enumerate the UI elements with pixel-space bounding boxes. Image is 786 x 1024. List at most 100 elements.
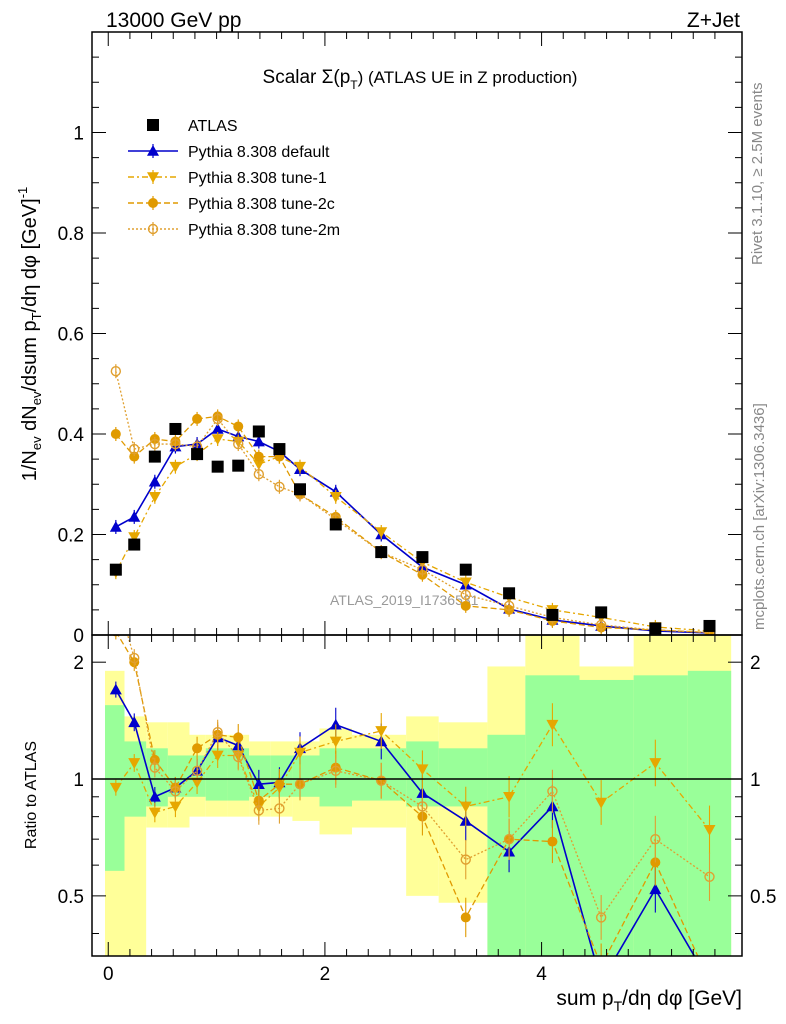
ratio-point-default [595, 976, 607, 987]
ratio-point-tune2c [705, 977, 715, 987]
ratio-point-tune2m [149, 762, 161, 773]
ratio-point-tune1 [546, 719, 559, 731]
ratio-point-default [704, 976, 716, 987]
data-point-atlas [191, 448, 204, 461]
ratio-band-inner [579, 679, 634, 956]
point-tune1 [459, 577, 472, 589]
ratio-point-tune2m [233, 751, 244, 763]
ratio-point-default [128, 716, 141, 728]
ratio-band-inner [227, 748, 250, 801]
data-point-atlas [232, 459, 245, 472]
main-y-tick-label: 1 [73, 124, 84, 145]
data-point-atlas [416, 551, 429, 564]
ratio-point-tune1 [459, 801, 472, 813]
legend-label-tune1: Pythia 8.308 tune-1 [188, 170, 327, 187]
main-y-axis-label: 1/Nev dNev/dsum pT/dη dφ [GeV]-1 [15, 187, 44, 482]
point-tune2m [253, 469, 265, 480]
ratio-point-tune2m [129, 652, 140, 664]
ratio-point-tune2m [376, 775, 387, 786]
ratio-point-tune2m [503, 833, 515, 845]
ratio-series-layer [109, 635, 716, 987]
main-y-tick-label: 0.8 [58, 224, 84, 245]
ratio-point-tune1 [416, 764, 429, 776]
point-tune1 [169, 461, 182, 473]
ratio-point-tune2c [547, 836, 558, 847]
point-tune2m [149, 438, 161, 450]
x-tick-label: 0 [103, 964, 114, 985]
ratio-point-tune1 [503, 791, 516, 803]
point-default [211, 422, 224, 434]
ratio-point-tune2m [212, 727, 223, 738]
point-tune2c [129, 451, 140, 462]
data-point-atlas [459, 563, 472, 576]
main-y-tick-label: 0.2 [58, 526, 84, 547]
ratio-point-tune2m [650, 833, 661, 845]
point-tune2c [192, 413, 203, 424]
ratio-y-tick-label-left: 0.5 [58, 887, 84, 908]
ratio-point-default [329, 718, 342, 730]
point-tune1 [148, 492, 161, 503]
ratio-point-default [109, 683, 122, 695]
process-label: Z+Jet [687, 9, 740, 32]
ratio-point-tune1 [169, 801, 182, 813]
ratio-point-tune2m [170, 786, 181, 797]
ratio-y-axis-label: Ratio to ATLAS [23, 741, 40, 849]
ratio-point-tune2m [704, 871, 715, 882]
point-default [128, 510, 141, 522]
main-y-tick-label: 0 [73, 626, 84, 647]
mcplots-label: mcplots.cern.ch [arXiv:1306.3436] [751, 403, 768, 630]
legend-marker-default [147, 145, 159, 156]
legend-label-default: Pythia 8.308 default [188, 144, 330, 161]
point-tune2m [417, 564, 428, 575]
point-tune2c [460, 600, 471, 611]
plot-title: Scalar Σ(pT) (ATLAS UE in Z production) [263, 67, 578, 92]
point-tune2m [503, 600, 515, 612]
analysis-watermark: ATLAS_2019_I1736531 [330, 592, 479, 608]
ratio-point-tune2m [274, 803, 285, 814]
legend-marker-data [147, 119, 159, 131]
data-point-atlas [128, 538, 141, 551]
data-point-atlas [273, 443, 286, 456]
point-tune2m [233, 438, 244, 450]
ratio-point-tune1 [703, 824, 716, 836]
data-point-atlas [503, 587, 516, 600]
data-point-atlas [211, 460, 224, 473]
ratio-point-tune1 [294, 747, 306, 759]
data-point-atlas [294, 483, 306, 496]
point-tune1 [211, 434, 224, 446]
ratio-band-inner [270, 755, 293, 797]
point-tune1 [329, 492, 342, 503]
data-point-atlas [329, 518, 342, 531]
legend-label-tune2m: Pythia 8.308 tune-2m [188, 222, 340, 239]
ratio-point-tune2m [191, 765, 203, 777]
data-point-atlas [148, 450, 161, 463]
ratio-y-tick-label-right: 2 [750, 653, 761, 674]
energy-label: 13000 GeV pp [106, 9, 241, 32]
ratio-point-tune2c [192, 743, 203, 754]
x-tick-label: 2 [320, 964, 331, 985]
legend-label-tune2c: Pythia 8.308 tune-2c [188, 196, 335, 213]
ratio-point-tune2m [460, 854, 471, 865]
ratio-point-tune1 [128, 758, 141, 769]
data-point-atlas [595, 606, 608, 619]
ratio-band-inner [292, 755, 320, 797]
ratio-point-tune2c [274, 779, 285, 790]
ratio-y-tick-label-left: 1 [73, 770, 84, 791]
point-tune2m [460, 589, 471, 600]
ratio-band-inner [438, 748, 488, 807]
ratio-point-tune1 [375, 726, 388, 737]
point-default [252, 435, 265, 447]
data-point-atlas [546, 608, 559, 621]
x-axis-label: sum pT/dη dφ [GeV] [556, 987, 742, 1014]
ratio-point-tune1 [649, 758, 662, 769]
ratio-point-tune2c [596, 961, 606, 971]
ratio-band-inner [352, 748, 407, 801]
ratio-point-tune1 [191, 777, 204, 789]
ratio-point-default [252, 778, 265, 789]
point-tune2c [253, 451, 264, 462]
legend-marker-tune2c [148, 198, 158, 208]
ratio-point-tune2c [460, 912, 471, 923]
ratio-y-tick-label-right: 1 [750, 770, 761, 791]
ratio-panel-frame [91, 634, 743, 957]
legend-marker-tune1 [147, 172, 159, 183]
